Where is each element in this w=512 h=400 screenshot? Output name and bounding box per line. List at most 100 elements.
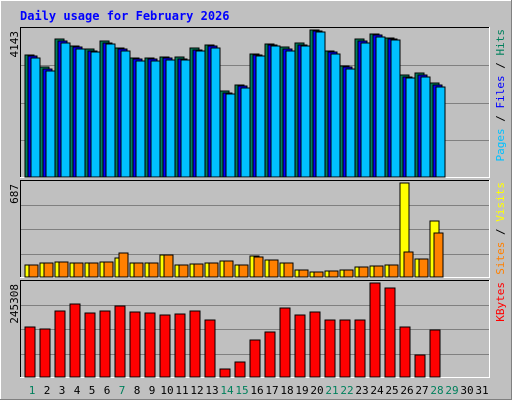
pages-bar <box>240 87 251 178</box>
kbytes-bar <box>129 311 141 378</box>
pages-bar <box>390 39 401 178</box>
day-label: 29 <box>445 384 458 397</box>
kbytes-ymax-label: 245308 <box>8 284 21 324</box>
day-label: 14 <box>220 384 234 397</box>
kbytes-bar <box>294 314 306 378</box>
sites-bar <box>238 264 249 278</box>
kbytes-bar <box>324 319 336 378</box>
pages-bar <box>405 77 416 178</box>
sites-bar <box>253 256 264 278</box>
sites-bar <box>403 251 414 278</box>
day-label: 9 <box>149 384 156 397</box>
sites-bar <box>388 264 399 278</box>
pages-files-hits-panel: 4143 Pages / Files / Hits <box>8 27 507 178</box>
pages-bar <box>30 57 41 178</box>
legend-separator: / <box>494 109 507 129</box>
day-label: 18 <box>280 384 293 397</box>
pages-bar <box>360 42 371 178</box>
day-label: 21 <box>325 384 338 397</box>
pages-files-hits-ymax-label: 4143 <box>8 31 21 58</box>
sites-bar <box>163 254 174 278</box>
sites-bar <box>283 262 294 278</box>
kbytes-panel: 245308 KBytes <box>8 280 507 378</box>
day-label: 7 <box>119 384 126 397</box>
pages-bar <box>270 45 281 178</box>
sites-bar <box>298 269 309 278</box>
day-label: 8 <box>134 384 141 397</box>
pages-bar <box>210 47 221 178</box>
pages-bar <box>300 45 311 178</box>
chart-title: Daily usage for February 2026 <box>20 9 230 23</box>
kbytes-bar <box>159 314 171 378</box>
day-label: 28 <box>430 384 443 397</box>
legend-hits: Hits <box>494 29 507 56</box>
sites-bar <box>433 232 444 278</box>
day-label: 3 <box>59 384 66 397</box>
kbytes-bar <box>84 312 96 378</box>
kbytes-bar <box>144 312 156 378</box>
pages-bar <box>180 59 191 178</box>
legend-files: Files <box>494 75 507 108</box>
sites-bar <box>118 252 129 278</box>
day-label: 10 <box>160 384 173 397</box>
day-label: 4 <box>74 384 81 397</box>
day-label: 13 <box>205 384 218 397</box>
visits-sites-panel: 687 Sites / Visits <box>8 180 507 278</box>
kbytes-bar <box>69 303 81 378</box>
sites-bar <box>28 264 39 278</box>
sites-bar <box>193 263 204 278</box>
pages-bar <box>345 68 356 178</box>
legend-separator: / <box>494 222 507 242</box>
legend-separator: / <box>494 56 507 76</box>
kbytes-bar <box>114 305 126 378</box>
sites-bar <box>148 262 159 278</box>
kbytes-bar <box>189 310 201 378</box>
kbytes-bar <box>174 313 186 378</box>
day-label: 30 <box>460 384 473 397</box>
day-label: 20 <box>310 384 323 397</box>
sites-bar <box>208 262 219 278</box>
day-label: 17 <box>265 384 278 397</box>
kbytes-bar <box>429 329 441 378</box>
sites-bar <box>43 262 54 278</box>
pages-bar <box>120 50 131 178</box>
kbytes-bar <box>279 307 291 378</box>
kbytes-bar <box>399 326 411 378</box>
kbytes-bar <box>39 328 51 378</box>
pages-bar <box>90 51 101 178</box>
day-label: 2 <box>44 384 51 397</box>
pages-bar <box>105 43 116 178</box>
sites-bar <box>178 264 189 278</box>
sites-bar <box>268 259 279 278</box>
day-label: 26 <box>400 384 413 397</box>
day-label: 15 <box>235 384 248 397</box>
pages-bar <box>225 93 236 178</box>
kbytes-bar <box>354 319 366 378</box>
pages-bar <box>420 76 431 178</box>
pages-bar <box>135 60 146 178</box>
sites-bar <box>358 266 369 278</box>
day-label: 19 <box>295 384 308 397</box>
pages-bar <box>165 59 176 178</box>
day-label: 6 <box>104 384 111 397</box>
visits-sites-ymax-label: 687 <box>8 184 21 204</box>
day-label: 22 <box>340 384 353 397</box>
kbytes-bar <box>249 339 261 378</box>
kbytes-bar <box>384 287 396 378</box>
sites-bar <box>88 262 99 278</box>
kbytes-bar <box>24 326 36 378</box>
visits-sites-legend: Sites / Visits <box>494 182 507 275</box>
day-label: 16 <box>250 384 263 397</box>
kbytes-legend: KBytes <box>494 282 507 322</box>
day-label: 25 <box>385 384 398 397</box>
pages-files-hits-legend: Pages / Files / Hits <box>494 29 507 162</box>
pages-bar <box>60 42 71 178</box>
kbytes-bar <box>54 310 66 378</box>
day-label: 23 <box>355 384 368 397</box>
day-label: 11 <box>175 384 188 397</box>
pages-bar <box>150 60 161 178</box>
day-label: 31 <box>475 384 488 397</box>
pages-bar <box>45 70 56 178</box>
sites-bar <box>313 271 324 278</box>
